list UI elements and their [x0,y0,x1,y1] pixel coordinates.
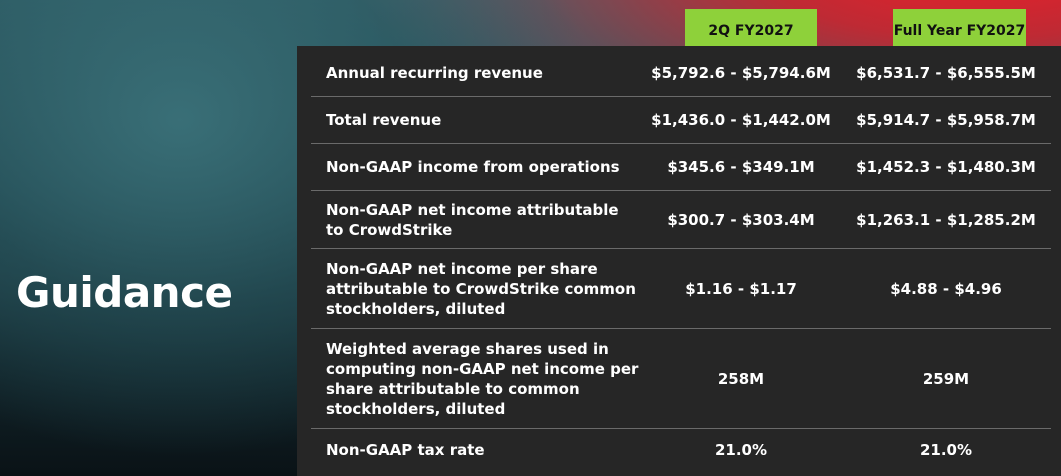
table-row-annual-recurring-revenue: Annual recurring revenue $5,792.6 - $5,7… [311,50,1051,97]
row-value-2q: $1,436.0 - $1,442.0M [651,111,831,129]
table-row-non-gaap-tax-rate: Non-GAAP tax rate 21.0% 21.0% [311,429,1051,471]
table-row-non-gaap-income-from-operations: Non-GAAP income from operations $345.6 -… [311,144,1051,191]
column-header-full-year-fy2027: Full Year FY2027 [893,9,1026,47]
table-row-non-gaap-net-income: Non-GAAP net income attributable to Crow… [311,191,1051,249]
guidance-table: Annual recurring revenue $5,792.6 - $5,7… [297,46,1061,476]
row-value-2q: $300.7 - $303.4M [667,210,815,229]
row-value-full-year: 21.0% [919,441,973,459]
row-value-full-year: $6,531.7 - $6,555.5M [856,64,1036,82]
row-label: Non-GAAP income from operations [326,158,620,176]
page-title: Guidance [16,268,233,317]
row-label: Total revenue [326,111,442,129]
table-row-total-revenue: Total revenue $1,436.0 - $1,442.0M $5,91… [311,97,1051,144]
row-value-2q: $345.6 - $349.1M [667,158,815,176]
table-row-non-gaap-eps: Non-GAAP net income per share attributab… [311,249,1051,329]
row-value-full-year: 259M [922,369,970,388]
table-row-weighted-average-shares: Weighted average shares used in computin… [311,329,1051,429]
row-label: Annual recurring revenue [326,64,543,82]
row-label: Non-GAAP tax rate [326,441,485,459]
row-label: Weighted average shares used in computin… [326,339,639,418]
row-value-2q: $5,792.6 - $5,794.6M [651,64,831,82]
row-value-2q: 258M [717,369,765,388]
row-value-full-year: $1,452.3 - $1,480.3M [856,158,1036,176]
row-value-2q: $1.16 - $1.17 [685,279,797,298]
column-header-2q-fy2027: 2Q FY2027 [685,9,817,47]
row-label: Non-GAAP net income per share attributab… [326,259,636,318]
row-value-full-year: $5,914.7 - $5,958.7M [856,111,1036,129]
row-value-full-year: $4.88 - $4.96 [890,279,1002,298]
row-value-full-year: $1,263.1 - $1,285.2M [856,210,1036,229]
row-label: Non-GAAP net income attributable to Crow… [326,200,619,239]
row-value-2q: 21.0% [714,441,768,459]
